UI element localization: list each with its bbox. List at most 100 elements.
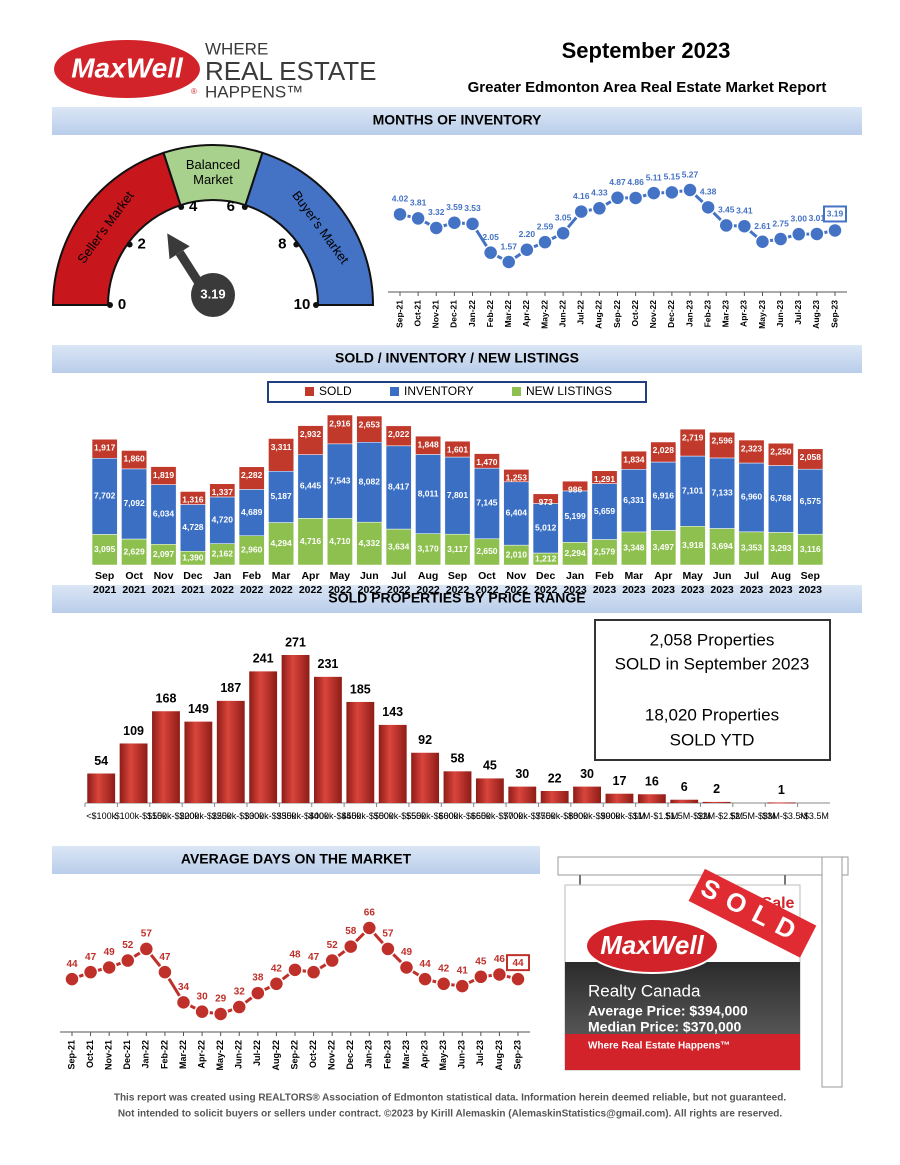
bar-segment	[709, 528, 735, 566]
segment-label: 4,716	[300, 536, 322, 546]
marker	[157, 964, 173, 980]
gauge-tick	[241, 204, 248, 211]
bar-segment	[356, 521, 383, 566]
bar-segment	[385, 425, 412, 447]
x-tick-label: Jun 2022	[357, 570, 381, 596]
x-tick-label: $400k-$450k	[308, 811, 361, 821]
section-title: SOLD / INVENTORY / NEW LISTINGS	[335, 350, 579, 366]
x-tick-label: Jul 2023	[739, 570, 764, 596]
value-label: 168	[156, 692, 177, 706]
segment-label: 4,332	[359, 538, 381, 548]
gauge-tick	[178, 204, 185, 211]
bar-segment	[562, 490, 588, 543]
x-tick-label: Mar 2023	[622, 570, 646, 596]
value-label: 30	[515, 767, 529, 781]
value-label: 2.61	[754, 221, 771, 231]
bar-segment	[621, 531, 647, 566]
x-tick-label: Nov 2021	[151, 570, 176, 596]
value-label: 3.81	[410, 198, 427, 208]
segment-label: 1,860	[123, 454, 145, 464]
x-tick-label: Nov-21	[431, 300, 441, 329]
marker	[510, 971, 526, 987]
segment-label: 2,323	[741, 443, 763, 453]
marker	[682, 182, 698, 198]
bar-segment	[738, 439, 765, 464]
gauge-zone	[244, 151, 375, 306]
bar-segment	[297, 454, 324, 519]
bar-segment	[503, 469, 530, 483]
marker	[482, 244, 499, 261]
value-label: 2.05	[482, 232, 499, 242]
summary-box	[594, 619, 831, 761]
value-label: 54	[94, 754, 108, 768]
sign-strip	[565, 1034, 800, 1070]
section-bar	[52, 585, 862, 613]
bar-segment	[91, 439, 118, 459]
value-label: 109	[123, 724, 144, 738]
x-tick-label: Feb-22	[159, 1040, 169, 1069]
value-label: 38	[252, 973, 264, 984]
bar-segment	[562, 480, 588, 492]
x-tick-label: Apr 2023	[651, 570, 675, 596]
value-label: 3.32	[428, 207, 445, 217]
marker	[772, 231, 789, 247]
value-label: 3.19	[827, 209, 844, 219]
bar-segment	[150, 466, 177, 485]
segment-label: 5,659	[594, 506, 616, 516]
x-tick-label: Nov-22	[327, 1040, 337, 1070]
x-tick-label: Dec-21	[122, 1040, 132, 1070]
segment-label: 2,022	[388, 429, 410, 439]
value-label: 92	[418, 733, 432, 747]
marker	[194, 1003, 210, 1020]
gauge-tick-label: 6	[227, 198, 235, 215]
x-tick-label: Aug 2022	[416, 570, 440, 596]
x-tick-label: Jul-23	[475, 1040, 485, 1066]
marker	[392, 206, 408, 223]
segment-label: 3,311	[271, 442, 292, 452]
segment-label: 6,331	[623, 495, 645, 505]
segment-label: 8,417	[388, 482, 410, 492]
marker	[212, 1006, 229, 1022]
marker	[250, 985, 266, 1001]
value-label: 4.38	[700, 187, 717, 197]
bar-segment	[650, 441, 677, 463]
sign-post	[821, 856, 843, 1088]
value-label: 143	[382, 705, 403, 719]
segment-label: 1,337	[212, 487, 234, 497]
marker	[417, 971, 433, 987]
logo-oval	[54, 40, 200, 98]
value-label: 231	[318, 657, 339, 671]
value-label: 47	[159, 952, 171, 963]
bar-segment	[121, 538, 147, 566]
segment-label: 2,282	[241, 470, 263, 480]
value-label: 5.27	[682, 169, 699, 179]
marker	[501, 254, 517, 270]
segment-label: 2,028	[653, 445, 675, 455]
logo-text: MaxWell	[71, 52, 184, 83]
marker	[64, 971, 80, 987]
gauge-tick-label: 4	[189, 198, 198, 215]
x-tick-label: Dec 2022	[534, 570, 558, 596]
bar	[573, 786, 601, 803]
segment-label: 6,404	[506, 508, 528, 518]
x-tick-label: Oct-22	[630, 300, 640, 327]
x-tick-label: $600k-$650k	[438, 811, 491, 821]
segment-label: 3,348	[623, 543, 645, 553]
segment-label: 3,117	[447, 544, 468, 554]
section-title: SOLD PROPERTIES BY PRICE RANGE	[328, 590, 585, 606]
marker	[591, 200, 608, 217]
segment-label: 2,653	[359, 419, 381, 429]
value-label: 42	[438, 963, 450, 974]
bar-segment	[591, 483, 618, 540]
bar	[119, 743, 148, 803]
x-tick-label: May-22	[215, 1040, 225, 1071]
legend-label: NEW LISTINGS	[526, 384, 612, 398]
gauge-tick	[293, 241, 300, 248]
x-tick-label: $250k-$300k	[211, 811, 264, 821]
segment-label: 3,095	[94, 544, 116, 554]
segment-label: 6,916	[653, 490, 675, 500]
bar	[184, 721, 213, 803]
segment-label: 6,575	[800, 496, 822, 506]
